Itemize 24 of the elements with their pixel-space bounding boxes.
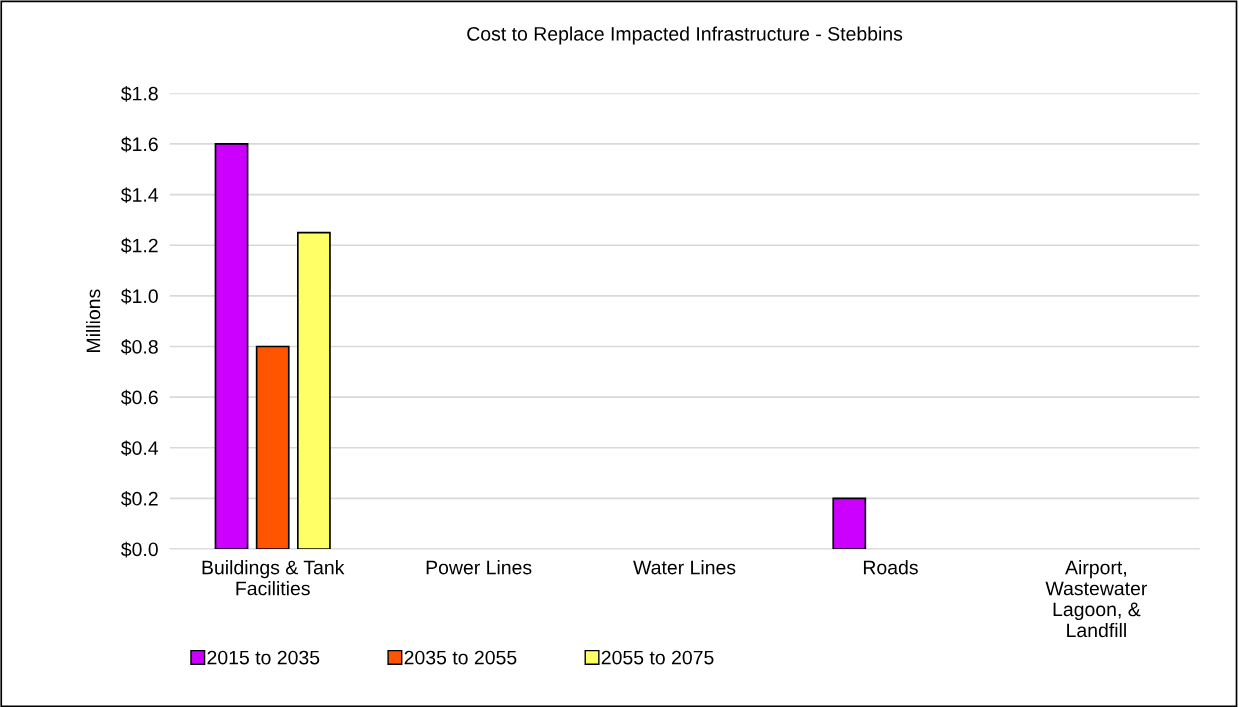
x-tick-label: Roads <box>863 560 918 575</box>
y-tick-label: $0.4 <box>121 440 159 457</box>
y-tick-label: $1.8 <box>121 85 158 102</box>
bar <box>214 143 249 549</box>
bar <box>296 231 331 549</box>
y-tick-label: $1.6 <box>121 136 158 153</box>
legend-label: 2055 to 2075 <box>601 650 714 665</box>
legend-label: 2015 to 2035 <box>207 650 320 665</box>
bar <box>255 345 290 549</box>
x-tick-label: Airport, Wastewater Lagoon, & Landfill <box>1045 560 1148 638</box>
x-tick-label: Water Lines <box>633 560 736 575</box>
x-tick-label: Buildings & Tank Facilities <box>202 560 345 596</box>
y-tick-label: $0.8 <box>121 339 158 355</box>
x-tick-label: Power Lines <box>426 560 532 575</box>
y-tick-label: $1.4 <box>121 187 159 203</box>
y-tick-label: $0.6 <box>121 389 158 406</box>
y-tick-label: $1.2 <box>121 237 158 254</box>
chart-title: Cost to Replace Impacted Infrastructure - Stebbins <box>467 26 903 45</box>
y-axis-title: Millions <box>86 289 101 352</box>
y-tick-label: $0.0 <box>121 541 158 558</box>
y-tick-label: $0.2 <box>121 491 158 507</box>
y-tick-label: $1.0 <box>121 288 158 305</box>
legend-label: 2035 to 2055 <box>404 650 517 665</box>
bar <box>832 497 867 549</box>
